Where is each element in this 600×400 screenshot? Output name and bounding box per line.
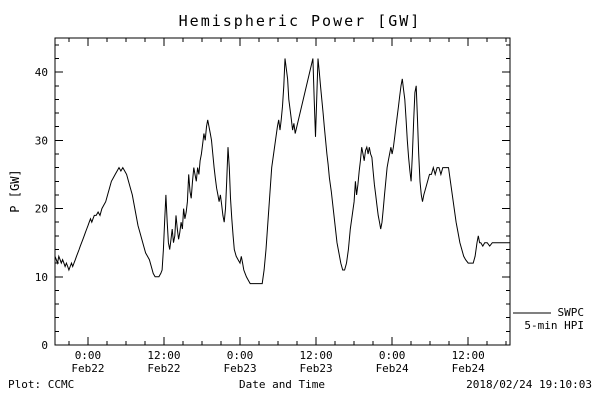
x-tick-time-label: 0:00 bbox=[227, 349, 254, 362]
x-tick-time-label: 12:00 bbox=[147, 349, 180, 362]
x-tick-time-label: 12:00 bbox=[300, 349, 333, 362]
x-tick-time-label: 12:00 bbox=[452, 349, 485, 362]
y-tick-label: 0 bbox=[41, 339, 48, 352]
x-tick-date-label: Feb22 bbox=[147, 362, 180, 375]
y-tick-label: 40 bbox=[35, 66, 48, 79]
legend-source-label: SWPC bbox=[557, 306, 585, 319]
x-tick-date-label: Feb23 bbox=[300, 362, 333, 375]
x-tick-time-label: 0:00 bbox=[379, 349, 406, 362]
legend-series-label: 5-min HPI bbox=[524, 319, 584, 332]
x-tick-date-label: Feb24 bbox=[376, 362, 409, 375]
x-tick-time-label: 0:00 bbox=[75, 349, 102, 362]
plot-timestamp: 2018/02/24 19:10:03 bbox=[466, 378, 592, 391]
y-tick-label: 10 bbox=[35, 271, 48, 284]
axes-box bbox=[54, 37, 511, 346]
legend: SWPC 5-min HPI bbox=[474, 306, 584, 332]
x-axis-label: Date and Time bbox=[238, 378, 326, 391]
x-tick-date-label: Feb23 bbox=[223, 362, 256, 375]
plot-credit: Plot: CCMC bbox=[8, 378, 75, 391]
chart-title: Hemispheric Power [GW] bbox=[178, 12, 422, 30]
x-tick-date-label: Feb24 bbox=[452, 362, 485, 375]
y-tick-label: 20 bbox=[35, 203, 48, 216]
x-tick-date-label: Feb22 bbox=[71, 362, 104, 375]
hpi-data-line bbox=[54, 58, 510, 285]
y-tick-label: 30 bbox=[35, 134, 48, 147]
